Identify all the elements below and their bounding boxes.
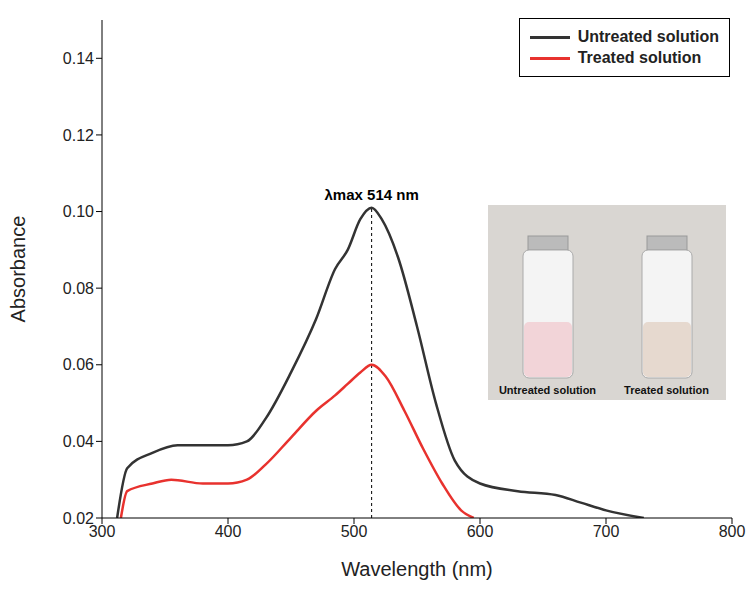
- svg-text:0.14: 0.14: [63, 50, 94, 67]
- svg-text:800: 800: [719, 523, 746, 540]
- svg-text:0.10: 0.10: [63, 203, 94, 220]
- svg-text:600: 600: [467, 523, 494, 540]
- html-text:Treated solution: Treated solution: [624, 384, 709, 396]
- svg-text:0.12: 0.12: [63, 127, 94, 144]
- svg-text:Absorbance: Absorbance: [7, 216, 29, 323]
- svg-text:400: 400: [215, 523, 242, 540]
- svg-text:0.02: 0.02: [63, 510, 94, 527]
- svg-text:λmax 514 nm: λmax 514 nm: [325, 186, 419, 203]
- svg-text:0.06: 0.06: [63, 356, 94, 373]
- svg-text:700: 700: [593, 523, 620, 540]
- svg-text:500: 500: [341, 523, 368, 540]
- svg-text:0.04: 0.04: [63, 433, 94, 450]
- svg-text:0.08: 0.08: [63, 280, 94, 297]
- html-text:Untreated solution: Untreated solution: [498, 384, 597, 396]
- svg-text:300: 300: [88, 523, 116, 541]
- html-text:Untreated solution: Untreated solution: [577, 28, 719, 45]
- html-text:Treated solution: Treated solution: [577, 49, 702, 66]
- svg-text:Wavelength (nm): Wavelength (nm): [341, 558, 493, 580]
